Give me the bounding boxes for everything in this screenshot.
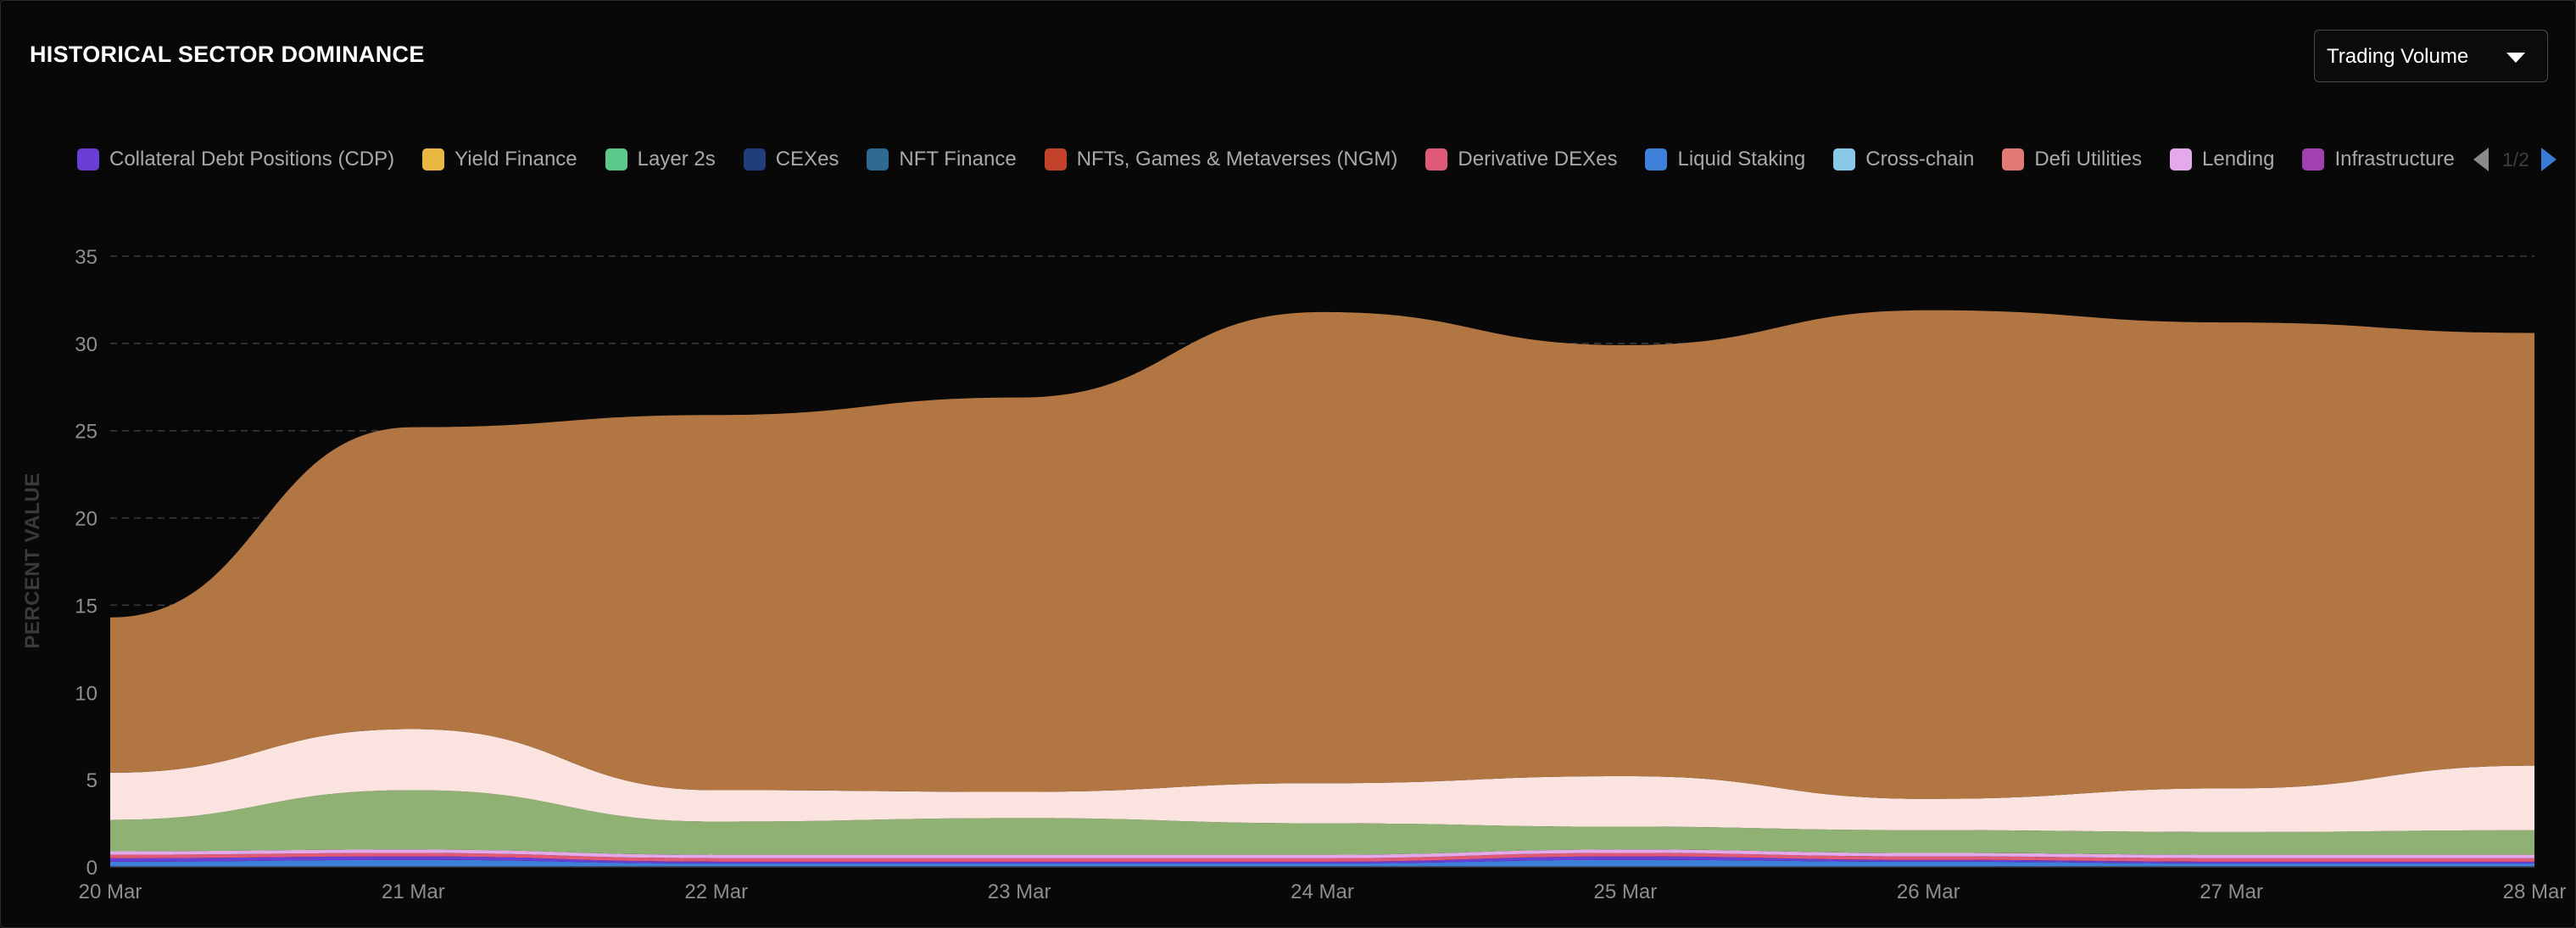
x-tick-label: 26 Mar <box>1897 880 1960 903</box>
legend-label: Lending <box>2202 148 2275 171</box>
y-tick-label: 0 <box>86 857 98 880</box>
legend-label: Cross-chain <box>1865 148 1975 171</box>
legend-label: Liquid Staking <box>1677 148 1806 171</box>
legend-item[interactable]: CEXes <box>743 148 839 171</box>
x-tick-label: 25 Mar <box>1594 880 1658 903</box>
y-tick-label: 20 <box>75 508 98 531</box>
metric-dropdown[interactable]: Trading Volume <box>2314 30 2548 82</box>
area-series <box>110 790 2534 855</box>
legend-item[interactable]: Yield Finance <box>422 148 577 171</box>
y-tick-label: 5 <box>86 769 98 792</box>
legend-label: NFT Finance <box>899 148 1017 171</box>
legend-label: Derivative DEXes <box>1458 148 1618 171</box>
legend-swatch <box>1044 148 1067 171</box>
y-tick-label: 25 <box>75 421 98 444</box>
legend-item[interactable]: Cross-chain <box>1833 148 1974 171</box>
area-series <box>110 310 2534 799</box>
legend-label: Yield Finance <box>454 148 577 171</box>
caret-down-icon <box>2506 53 2525 63</box>
x-tick-label: 22 Mar <box>684 880 748 903</box>
legend-label: Defi Utilities <box>2034 148 2143 171</box>
legend-item[interactable]: Defi Utilities <box>2002 148 2142 171</box>
legend-swatch <box>1645 148 1668 171</box>
legend-swatch <box>2002 148 2025 171</box>
legend-label: Layer 2s <box>637 148 716 171</box>
legend-item[interactable]: Liquid Staking <box>1645 148 1805 171</box>
panel-title: HISTORICAL SECTOR DOMINANCE <box>30 42 425 67</box>
legend-swatch <box>2170 148 2193 171</box>
x-tick-label: 28 Mar <box>2503 880 2567 903</box>
legend-swatch <box>77 148 99 171</box>
legend-swatch <box>1833 148 1856 171</box>
y-tick-label: 35 <box>75 246 98 269</box>
legend-item[interactable]: NFT Finance <box>867 148 1017 171</box>
legend-swatch <box>867 148 889 171</box>
x-tick-label: 24 Mar <box>1291 880 1354 903</box>
y-tick-label: 10 <box>75 682 98 705</box>
area-series <box>110 853 2534 862</box>
y-tick-label: 15 <box>75 595 98 618</box>
x-tick-label: 23 Mar <box>988 880 1051 903</box>
legend-swatch <box>422 148 445 171</box>
legend-item[interactable]: Layer 2s <box>605 148 716 171</box>
legend-item[interactable]: Infrastructure <box>2302 148 2455 171</box>
legend-swatch <box>743 148 766 171</box>
y-tick-label: 30 <box>75 333 98 356</box>
legend-label: NFTs, Games & Metaverses (NGM) <box>1076 148 1398 171</box>
legend-item[interactable]: Collateral Debt Positions (CDP) <box>77 148 394 171</box>
legend-item[interactable]: NFTs, Games & Metaverses (NGM) <box>1044 148 1398 171</box>
x-tick-label: 21 Mar <box>382 880 445 903</box>
x-tick-label: 27 Mar <box>2200 880 2263 903</box>
chart-legend: Collateral Debt Positions (CDP) Yield Fin… <box>77 145 2483 174</box>
legend-swatch <box>1425 148 1448 171</box>
legend-label: CEXes <box>775 148 839 171</box>
area-series <box>110 849 2534 858</box>
legend-page-indicator: 1/2 <box>2502 148 2529 171</box>
legend-prev-page-icon[interactable] <box>2473 148 2489 171</box>
legend-label: Collateral Debt Positions (CDP) <box>109 148 395 171</box>
metric-dropdown-value: Trading Volume <box>2327 45 2469 68</box>
legend-label: Infrastructure <box>2334 148 2455 171</box>
legend-item[interactable]: Derivative DEXes <box>1425 148 1617 171</box>
legend-pager: 1/2 <box>2473 147 2556 172</box>
area-series <box>110 856 2534 864</box>
x-tick-label: 20 Mar <box>79 880 142 903</box>
legend-next-page-icon[interactable] <box>2540 148 2556 171</box>
legend-swatch <box>605 148 627 171</box>
legend-swatch <box>2302 148 2325 171</box>
legend-item[interactable]: Lending <box>2170 148 2274 171</box>
area-series <box>110 729 2534 832</box>
